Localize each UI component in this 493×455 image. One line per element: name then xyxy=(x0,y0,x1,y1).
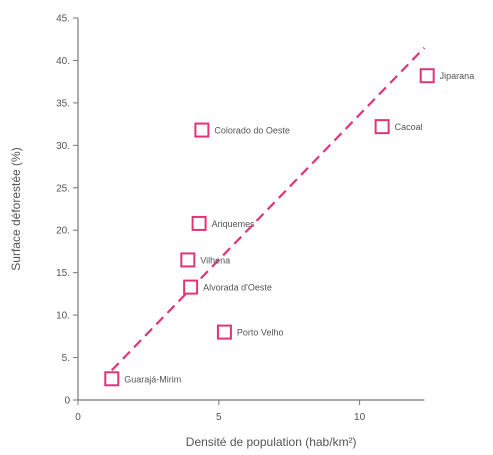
y-tick-label: 15. xyxy=(56,268,70,279)
data-point xyxy=(191,215,207,231)
x-tick-label: 5 xyxy=(216,412,222,423)
y-tick-label: 5. xyxy=(62,353,70,364)
y-tick-label: 45. xyxy=(56,14,70,25)
data-point-label: Ariquemes xyxy=(212,219,256,229)
data-point xyxy=(374,119,390,135)
x-axis-label: Densité de population (hab/km²) xyxy=(186,435,357,449)
data-point-label: Cacoal xyxy=(395,122,423,132)
y-axis-label: Surface déforestée (%) xyxy=(9,147,23,270)
x-tick-label: 10 xyxy=(354,412,366,423)
data-point-label: Jiparana xyxy=(440,71,475,81)
data-point-label: Colorado do Oeste xyxy=(214,126,290,136)
y-tick-label: 20. xyxy=(56,226,70,237)
y-tick-label: 35. xyxy=(56,98,70,109)
data-point xyxy=(194,122,210,138)
y-tick-label: 25. xyxy=(56,183,70,194)
y-tick-label: 10. xyxy=(56,311,70,322)
points-layer: Jiparana Cacoal Colorado do Oeste Ariquemes… xyxy=(104,68,475,387)
data-point-label: Alvorada d'Oeste xyxy=(203,283,272,293)
data-point xyxy=(104,371,120,387)
y-tick-label: 40. xyxy=(56,56,70,67)
y-tick-label: 0 xyxy=(64,396,70,407)
data-point-label: Porto Velho xyxy=(237,328,284,338)
axes-layer: 0 5. 10. 15. 20. 25. 30. 35. 40. 45. 0 5 10 xyxy=(56,14,425,423)
data-point xyxy=(180,252,196,268)
data-point xyxy=(183,279,199,295)
data-point-label: Vilhena xyxy=(200,255,230,265)
y-tick-label: 30. xyxy=(56,141,70,152)
data-point-label: Guarajá-Mirim xyxy=(124,374,181,384)
trendline xyxy=(111,46,426,372)
axis-labels-layer: Densité de population (hab/km²) Surface d… xyxy=(9,147,357,449)
x-tick-label: 0 xyxy=(75,412,81,423)
data-point xyxy=(419,68,435,84)
trendline-layer xyxy=(111,46,426,372)
data-point xyxy=(216,324,232,340)
